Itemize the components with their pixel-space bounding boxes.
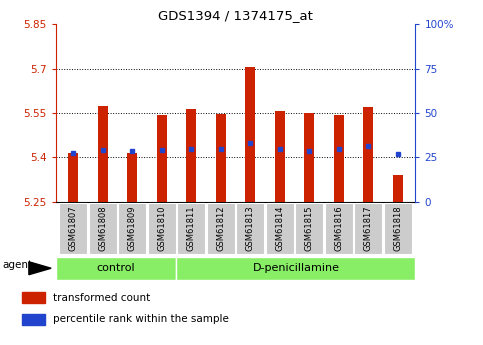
Text: percentile rank within the sample: percentile rank within the sample	[53, 314, 228, 324]
Bar	[148, 203, 176, 254]
Bar	[156, 115, 167, 202]
Bar	[88, 203, 117, 254]
Text: GSM61815: GSM61815	[305, 206, 313, 251]
Text: D-penicillamine: D-penicillamine	[253, 263, 340, 273]
Text: GSM61810: GSM61810	[157, 206, 166, 251]
Text: transformed count: transformed count	[53, 293, 150, 303]
Text: control: control	[97, 263, 135, 273]
Bar	[274, 111, 285, 202]
Text: GSM61809: GSM61809	[128, 206, 137, 251]
Bar	[22, 292, 44, 304]
Bar	[56, 257, 176, 280]
Title: GDS1394 / 1374175_at: GDS1394 / 1374175_at	[158, 9, 313, 22]
Bar	[68, 153, 78, 202]
Bar	[215, 114, 226, 202]
Bar	[334, 115, 344, 202]
Bar	[186, 109, 197, 202]
Bar	[354, 203, 383, 254]
Bar	[59, 203, 87, 254]
Bar	[384, 203, 412, 254]
Text: GSM61807: GSM61807	[69, 206, 78, 252]
Bar	[176, 257, 415, 280]
Bar	[22, 314, 44, 325]
Bar	[207, 203, 235, 254]
Text: GSM61808: GSM61808	[98, 206, 107, 252]
Text: GSM61812: GSM61812	[216, 206, 225, 251]
Text: GSM61816: GSM61816	[334, 206, 343, 252]
Bar	[295, 203, 323, 254]
Bar	[98, 106, 108, 202]
Text: GSM61813: GSM61813	[246, 206, 255, 252]
Bar	[266, 203, 294, 254]
Bar	[177, 203, 205, 254]
Bar	[236, 203, 264, 254]
Text: GSM61817: GSM61817	[364, 206, 373, 252]
Bar	[118, 203, 146, 254]
Text: GSM61814: GSM61814	[275, 206, 284, 251]
Text: GSM61818: GSM61818	[393, 206, 402, 252]
Bar	[325, 203, 353, 254]
Bar	[363, 107, 373, 202]
Polygon shape	[29, 262, 51, 275]
Text: GSM61811: GSM61811	[187, 206, 196, 251]
Bar	[304, 113, 314, 202]
Text: agent: agent	[3, 260, 33, 270]
Bar	[245, 67, 256, 202]
Bar	[127, 153, 137, 202]
Bar	[393, 175, 403, 202]
